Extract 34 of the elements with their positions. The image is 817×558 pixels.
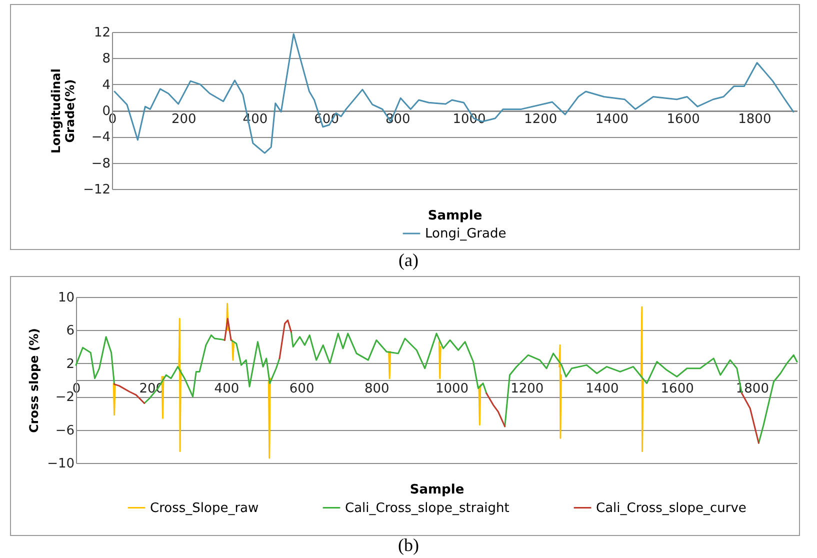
y-tick-label: −6 — [55, 423, 74, 438]
legend-label: Cross_Slope_raw — [150, 500, 260, 516]
y-tick-label: −12 — [83, 182, 110, 198]
x-tick-label: 1400 — [595, 112, 629, 127]
x-tick-label: 600 — [289, 382, 314, 396]
y-axis-title: Longitudinal Grade(%) — [49, 68, 78, 154]
y-tick-label: 10 — [58, 290, 74, 306]
text: (b) — [397, 535, 420, 556]
x-tick-label: 400 — [214, 382, 240, 396]
legend-label: Cali_Cross_slope_curve — [596, 500, 746, 516]
x-tick-label: 1800 — [738, 112, 772, 127]
text: (a) — [398, 250, 420, 271]
y-tick-label: 12 — [94, 26, 110, 40]
x-axis-title: Sample — [428, 208, 482, 224]
y-tick-label: 8 — [102, 52, 110, 67]
y-tick-label: −4 — [91, 130, 110, 146]
x-axis-title: Sample — [410, 482, 464, 498]
y-tick-label: 4 — [102, 78, 110, 93]
x-tick-label: 200 — [171, 112, 196, 127]
y-axis-title: Cross slope (%) — [27, 328, 42, 433]
x-tick-label: 1600 — [660, 382, 694, 396]
legend-label: Cali_Cross_slope_straight — [345, 500, 510, 516]
y-tick-label: −2 — [55, 390, 74, 406]
x-tick-label: 1600 — [666, 112, 700, 127]
y-tick-label: −10 — [47, 456, 74, 472]
y-tick-label: −8 — [91, 156, 110, 172]
y-tick-label: 2 — [66, 356, 74, 372]
x-tick-label: 1000 — [435, 382, 469, 396]
x-tick-label: 1200 — [510, 382, 544, 396]
y-tick-label: 6 — [66, 324, 74, 339]
x-tick-label: 1200 — [524, 112, 558, 127]
legend-label: Longi_Grade — [425, 226, 506, 242]
x-tick-label: 1400 — [586, 382, 619, 396]
x-tick-label: 800 — [364, 382, 390, 396]
